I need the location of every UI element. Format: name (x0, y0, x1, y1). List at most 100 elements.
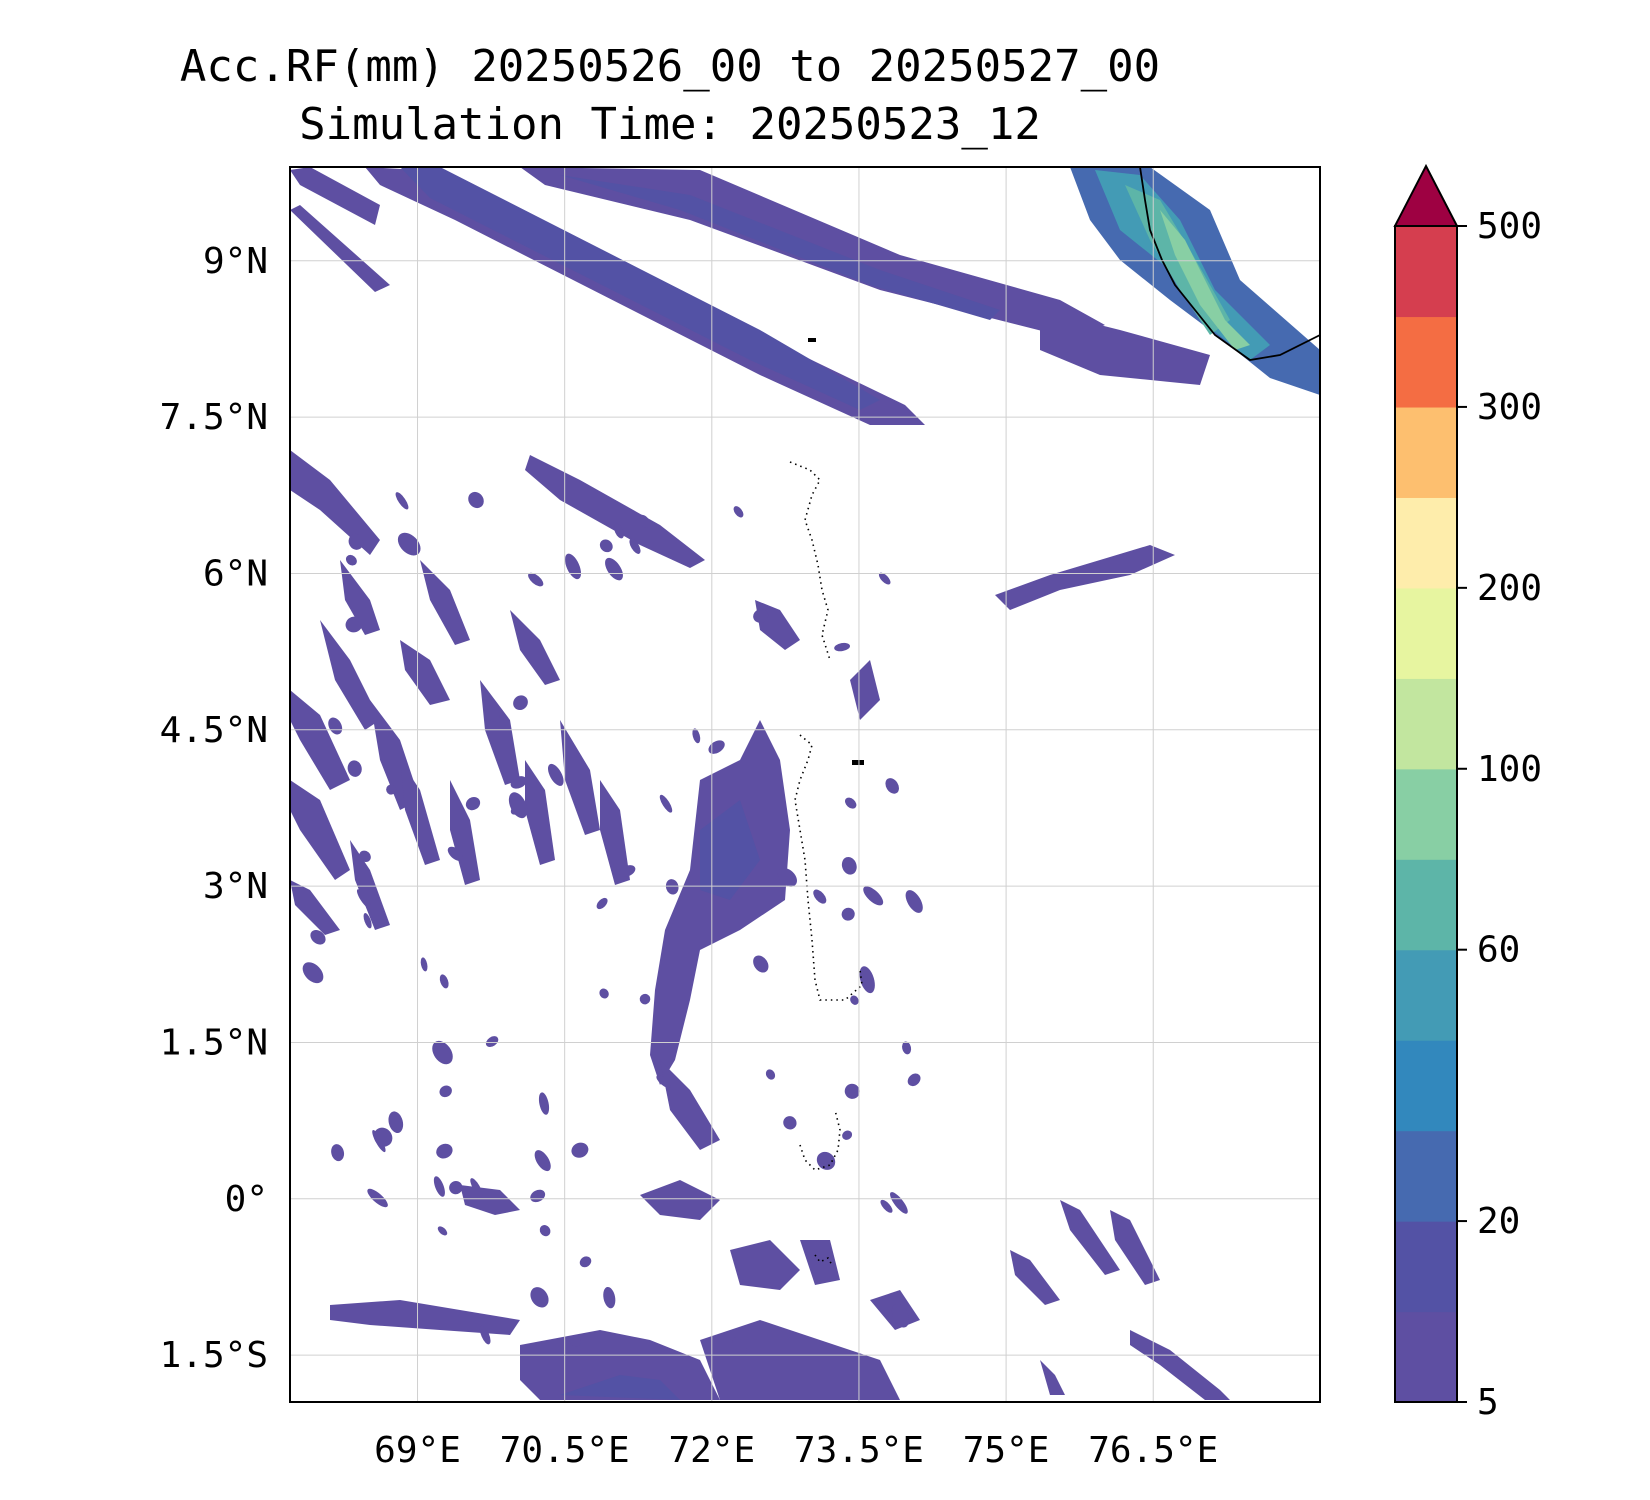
rain-speckle (513, 695, 528, 711)
rain-speckle (765, 1069, 776, 1080)
rain-speckle (432, 1040, 453, 1065)
rain-contour-cell (330, 1300, 520, 1335)
india-coastline (1139, 167, 1320, 361)
rain-speckle (439, 974, 449, 989)
rain-contour-cell (1040, 310, 1210, 385)
colorbar-segment (1395, 678, 1457, 770)
rain-contour-cell (730, 1240, 800, 1290)
rain-speckle (891, 1303, 909, 1328)
rain-speckle (907, 1073, 921, 1087)
island-outline (799, 1109, 841, 1171)
rain-speckle (397, 532, 421, 556)
latitude-tick-label: 3°N (203, 866, 268, 907)
rain-speckle (850, 995, 859, 1005)
rain-speckle (420, 957, 428, 972)
rain-speckle (841, 856, 857, 875)
rain-speckle (348, 533, 364, 550)
colorbar-tick-label: 60 (1477, 930, 1520, 971)
rain-contour-cell (1110, 1210, 1160, 1285)
rain-speckle (363, 913, 372, 929)
colorbar-segment (1395, 1130, 1457, 1222)
rain-speckle (485, 1036, 499, 1048)
latitude-tick-label: 1.5°S (160, 1335, 268, 1376)
rain-contour-cell (800, 1240, 840, 1285)
longitude-tick-label: 69°E (374, 1430, 461, 1471)
rain-contour-cell (755, 600, 800, 650)
rain-contour-cell (400, 760, 440, 865)
rain-contour-cell (400, 167, 880, 410)
rain-speckle (880, 1199, 893, 1213)
gridlines (290, 167, 1320, 1402)
island-outline (789, 461, 831, 661)
colorbar-extend-arrow (1393, 163, 1459, 227)
rain-speckle (637, 514, 650, 528)
rain-speckle (902, 1041, 912, 1055)
longitude-tick-label: 75°E (963, 1430, 1050, 1471)
rain-contour-cell (290, 780, 350, 880)
rain-speckle (845, 797, 857, 809)
rain-speckle (508, 792, 528, 819)
rain-speckle (732, 1337, 747, 1355)
rain-speckle (539, 1224, 551, 1237)
rain-contour-cell (290, 450, 380, 555)
rain-speckle (483, 705, 500, 722)
rain-contour-cell (520, 1330, 720, 1400)
latitude-tick-label: 7.5°N (160, 397, 268, 438)
rain-speckle (569, 1335, 581, 1347)
colorbar-segment (1395, 406, 1457, 498)
rain-speckle (548, 763, 564, 786)
rain-speckle (447, 846, 464, 861)
rain-speckle (538, 1092, 550, 1115)
rain-speckle (367, 1188, 388, 1208)
rain-speckle (596, 897, 608, 910)
rain-contour-cell (290, 167, 380, 225)
rain-speckle (639, 993, 651, 1005)
rain-speckle (302, 962, 324, 984)
rain-speckle (468, 491, 484, 509)
rain-speckle (599, 988, 609, 999)
rain-speckle (579, 1256, 592, 1268)
map-frame (289, 166, 1321, 1403)
rain-contour-cell (320, 620, 380, 730)
rain-speckle (629, 538, 641, 554)
rain-speckle (534, 1150, 551, 1172)
rain-contour-cell (290, 690, 350, 790)
rain-speckle (388, 1111, 404, 1133)
rain-contour-cell (290, 205, 390, 292)
colorbar-tick-label: 300 (1477, 387, 1542, 428)
rain-speckle (905, 890, 923, 913)
rain-speckle (310, 930, 326, 945)
rain-contour-cell (450, 780, 480, 885)
island-outline (852, 760, 864, 765)
colorbar-tick-label: 200 (1477, 568, 1542, 609)
longitude-axis: 69°E 70.5°E 72°E 73.5°E 75°E 76.5°E (374, 1430, 1218, 1471)
longitude-tick-label: 72°E (668, 1430, 755, 1471)
rain-contour-cell (1040, 1360, 1065, 1395)
rain-contour-cell (1130, 1330, 1230, 1400)
rain-speckle (890, 1192, 908, 1214)
rain-speckle (528, 572, 544, 587)
rain-contour-cell (525, 760, 555, 865)
colorbar-tick-label: 100 (1477, 749, 1542, 790)
colorbar-segment (1395, 1311, 1457, 1403)
rain-speckle (753, 955, 769, 973)
rain-speckle (599, 539, 613, 553)
rain-speckle (345, 616, 363, 633)
rain-speckle (395, 492, 409, 510)
rain-speckle (449, 1180, 463, 1195)
rain-speckle (439, 1085, 452, 1098)
colorbar-tick-label: 5 (1477, 1382, 1499, 1423)
rain-speckle (753, 609, 769, 623)
rain-speckle (813, 889, 827, 904)
rain-contour-cell (350, 840, 390, 930)
rain-speckle (356, 889, 372, 909)
rain-speckle (619, 865, 636, 877)
map-title-line-1: Acc.RF(mm) 20250526_00 to 20250527_00 (179, 41, 1161, 92)
colorbar-segment (1395, 949, 1457, 1041)
rain-speckle (465, 797, 481, 811)
rain-speckle (692, 728, 701, 744)
rain-speckle (386, 784, 397, 795)
longitude-tick-label: 70.5°E (500, 1430, 630, 1471)
rain-speckle (708, 740, 725, 754)
rain-contour-cell (1060, 1200, 1120, 1275)
